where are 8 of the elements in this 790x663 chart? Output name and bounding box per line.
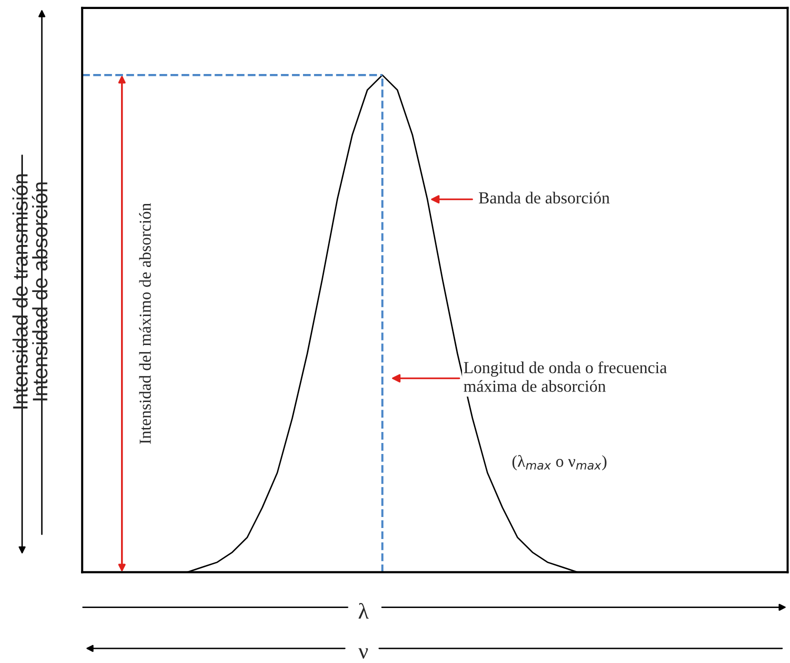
x-axis-title: λ <box>358 602 369 619</box>
annotation: Banda de absorción <box>478 192 610 204</box>
text: ν <box>358 648 368 659</box>
annotation: (λ$_{max}$ o ν$_{max}$) <box>512 455 606 470</box>
annotation: Intensidad del máximo de absorción <box>139 203 151 444</box>
text: Intensidad de transmisión <box>12 174 28 408</box>
y-axis-title: Intensidad de absorción <box>32 182 48 400</box>
annotation: Longitud de onda o frecuencia máxima de absorción <box>464 361 667 392</box>
